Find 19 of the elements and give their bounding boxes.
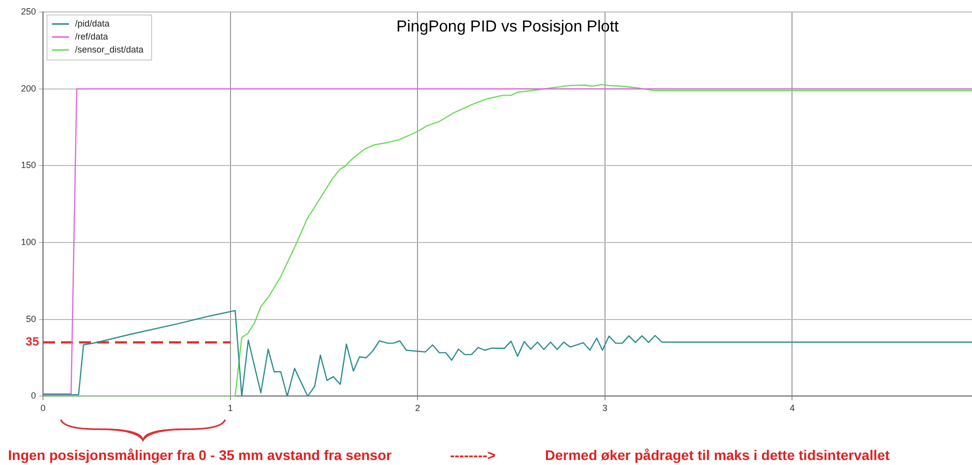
text: Ingen posisjonsmålinger fra 0 - 35 mm avstand fra sensor — [8, 447, 392, 463]
annotation: 35 — [26, 334, 40, 349]
text: Dermed øker pådraget til maks i dette tidsintervallet — [545, 447, 890, 463]
y-tick-label: 150 — [20, 160, 36, 170]
legend-label: /ref/data — [75, 31, 108, 42]
x-tick-label: 4 — [790, 403, 795, 414]
legend-label: /pid/data — [75, 18, 110, 28]
legend-label: /sensor_dist/data — [75, 44, 144, 54]
x-tick-label: 1 — [228, 403, 233, 414]
y-tick-label: 0 — [31, 390, 36, 401]
x-tick-label: 2 — [415, 403, 420, 414]
x-tick-label: 3 — [602, 403, 608, 414]
y-tick-label: 250 — [20, 6, 36, 16]
text: --------> — [450, 447, 496, 463]
y-tick-label: 50 — [26, 314, 36, 324]
chart-title: PingPong PID vs Posisjon Plott — [396, 18, 620, 36]
y-tick-label: 200 — [20, 83, 36, 94]
y-tick-label: 100 — [20, 237, 36, 248]
x-tick-label: 0 — [40, 403, 46, 414]
